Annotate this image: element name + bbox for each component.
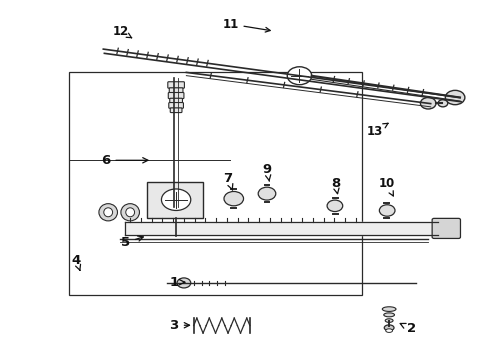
Circle shape (379, 205, 395, 216)
Circle shape (327, 200, 343, 212)
Text: 1: 1 (170, 276, 185, 289)
Ellipse shape (386, 329, 392, 332)
Ellipse shape (385, 319, 393, 322)
FancyBboxPatch shape (170, 98, 182, 103)
Bar (69, 72, 362, 295)
Circle shape (177, 278, 191, 288)
FancyBboxPatch shape (168, 82, 184, 88)
Text: 13: 13 (367, 123, 388, 138)
FancyBboxPatch shape (169, 88, 183, 93)
Text: 4: 4 (72, 254, 81, 270)
Text: 9: 9 (263, 163, 271, 181)
Ellipse shape (384, 313, 394, 317)
Ellipse shape (382, 307, 396, 311)
Circle shape (258, 187, 276, 200)
Text: 12: 12 (112, 25, 132, 38)
FancyBboxPatch shape (168, 93, 184, 99)
Text: 6: 6 (101, 154, 148, 167)
Text: 7: 7 (223, 172, 233, 190)
Text: 3: 3 (170, 319, 190, 332)
FancyBboxPatch shape (170, 108, 182, 113)
Ellipse shape (126, 208, 135, 217)
FancyBboxPatch shape (169, 103, 183, 108)
Bar (147, 182, 203, 218)
Circle shape (224, 192, 244, 206)
Circle shape (287, 67, 312, 85)
FancyBboxPatch shape (432, 219, 461, 238)
Text: 10: 10 (379, 177, 395, 196)
Text: 11: 11 (222, 18, 270, 32)
Circle shape (438, 100, 448, 107)
Circle shape (420, 98, 436, 109)
Ellipse shape (384, 325, 394, 330)
Ellipse shape (104, 208, 113, 217)
Text: 2: 2 (400, 322, 416, 335)
Text: 8: 8 (331, 177, 340, 194)
Circle shape (445, 90, 465, 105)
Circle shape (161, 189, 191, 211)
Ellipse shape (99, 204, 118, 221)
Text: 5: 5 (121, 236, 143, 249)
Ellipse shape (121, 204, 140, 221)
